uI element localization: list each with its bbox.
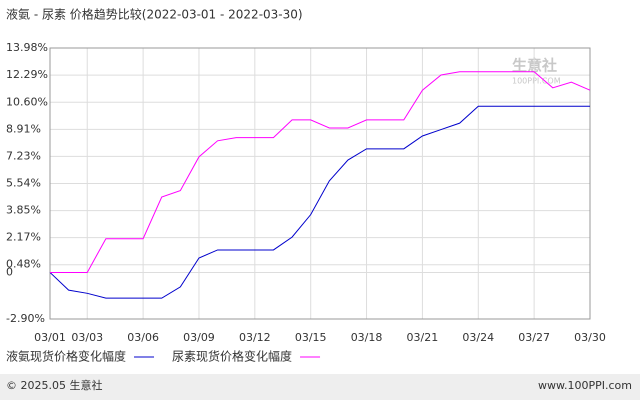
series-line xyxy=(49,105,590,299)
y-tick-label: 10.60% xyxy=(6,95,48,108)
footer-right: www.100PPI.com xyxy=(538,379,632,392)
footer-bar xyxy=(0,374,640,400)
plot-frame xyxy=(49,47,591,320)
y-tick-label: 8.91% xyxy=(6,122,41,135)
y-tick-label: 0.48% xyxy=(6,258,41,271)
x-tick-label: 03/18 xyxy=(351,331,383,344)
y-tick-label: 0 xyxy=(6,265,13,278)
footer-left: © 2025.05 生意社 xyxy=(6,378,102,392)
legend-label: 尿素现货价格变化幅度 xyxy=(172,349,292,364)
x-tick-label: 03/09 xyxy=(183,331,215,344)
x-tick-label: 03/15 xyxy=(295,331,327,344)
y-tick-label: 7.23% xyxy=(6,149,41,162)
x-tick-label: 03/12 xyxy=(239,331,271,344)
x-tick-label: 03/27 xyxy=(518,331,550,344)
x-tick-label: 03/24 xyxy=(462,331,494,344)
chart-title: 液氨 - 尿素 价格趋势比较(2022-03-01 - 2022-03-30) xyxy=(6,7,303,22)
x-tick-label: 03/01 xyxy=(34,331,66,344)
series-line xyxy=(50,71,591,273)
x-tick-label: 03/06 xyxy=(127,331,159,344)
legend-label: 液氨现货价格变化幅度 xyxy=(6,349,126,364)
watermark-site: 100PPI.COM xyxy=(512,77,561,86)
y-tick-label: 5.54% xyxy=(6,177,41,190)
y-tick-label: 3.85% xyxy=(6,204,41,217)
y-tick-label: 2.17% xyxy=(6,231,41,244)
x-tick-label: 03/30 xyxy=(574,331,606,344)
y-tick-label: 13.98% xyxy=(6,41,48,54)
x-tick-label: 03/21 xyxy=(407,331,439,344)
x-tick-label: 03/03 xyxy=(71,331,103,344)
y-tick-label: -2.90% xyxy=(6,312,45,325)
y-tick-label: 12.29% xyxy=(6,68,48,81)
